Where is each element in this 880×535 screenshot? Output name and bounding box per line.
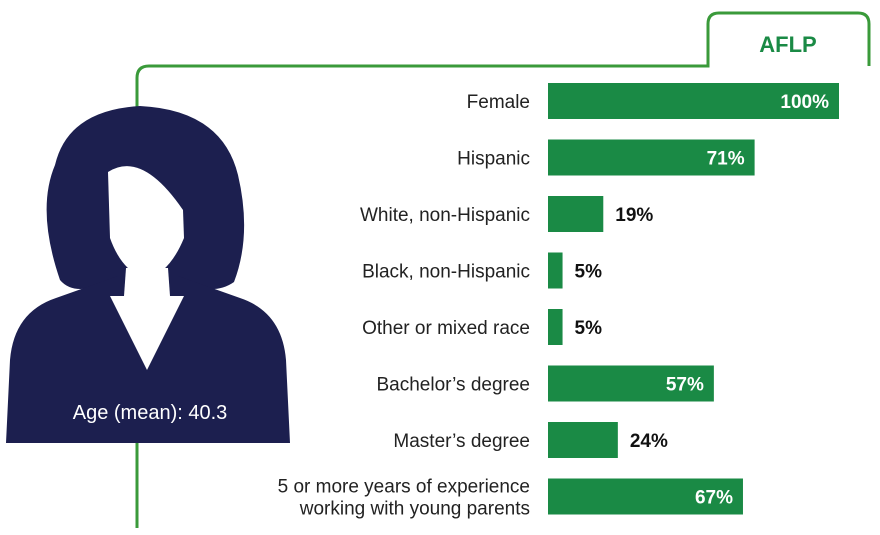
bar-2 xyxy=(548,196,604,232)
category-label-6: Master’s degree xyxy=(393,431,530,452)
value-label-3: 5% xyxy=(575,262,603,283)
bar-7 xyxy=(548,478,743,515)
category-label-5: Bachelor’s degree xyxy=(376,375,530,396)
bar-5 xyxy=(548,365,714,402)
category-label-7-line-0: 5 or more years of experience xyxy=(278,477,530,498)
bar-1 xyxy=(548,139,755,176)
category-label-7-line-1: working with young parents xyxy=(299,499,530,520)
value-label-5: 57% xyxy=(666,375,704,396)
category-label-3: Black, non-Hispanic xyxy=(362,262,530,283)
bar-0 xyxy=(548,83,839,119)
value-label-7: 67% xyxy=(695,488,733,509)
value-label-0: 100% xyxy=(780,92,829,113)
person-figure: Age (mean): 40.3 xyxy=(6,106,290,443)
value-label-1: 71% xyxy=(707,149,745,170)
bar-6 xyxy=(548,422,618,458)
face-shape xyxy=(108,166,184,279)
tab-title: AFLP xyxy=(759,32,816,57)
category-label-1: Hispanic xyxy=(457,149,530,170)
value-label-6: 24% xyxy=(630,431,668,452)
category-label-0: Female xyxy=(467,92,530,113)
category-label-2: White, non-Hispanic xyxy=(360,205,530,226)
value-label-4: 5% xyxy=(575,318,603,339)
panel-border xyxy=(135,11,871,528)
category-label-4: Other or mixed race xyxy=(362,318,530,339)
age-label: Age (mean): 40.3 xyxy=(73,402,228,424)
collar-shape xyxy=(110,296,184,370)
neck-shape xyxy=(124,268,170,301)
bar-4 xyxy=(548,309,563,345)
bar-3 xyxy=(548,252,563,289)
bar-chart: 100% Female 71% Hispanic 19% White, non-Hispa… xyxy=(278,83,839,520)
value-label-2: 19% xyxy=(615,205,653,226)
